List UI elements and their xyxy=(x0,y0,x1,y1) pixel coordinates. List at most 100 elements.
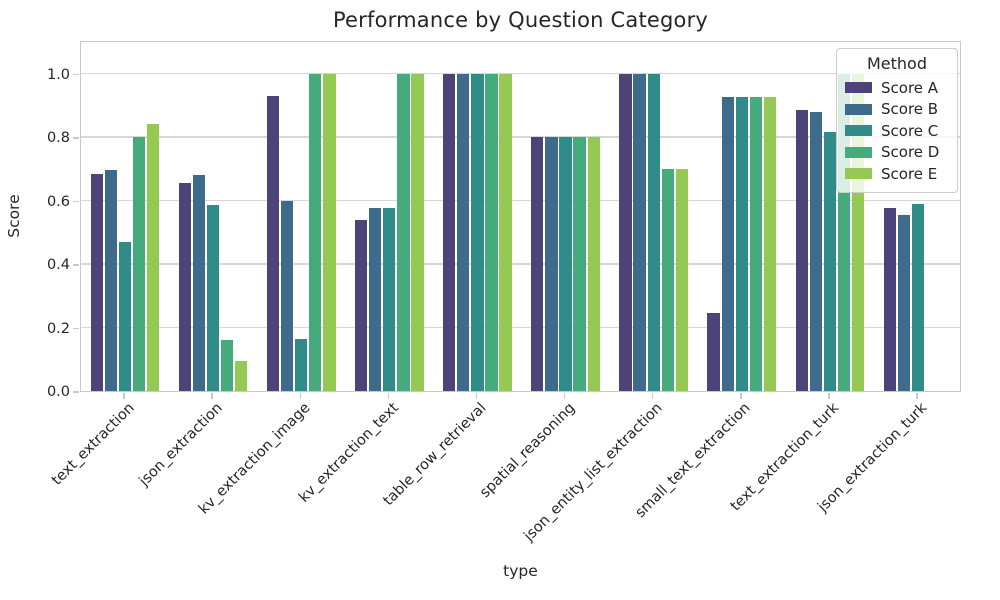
bar-json_extraction-score-e xyxy=(235,360,248,391)
gridline-y-0.8 xyxy=(81,136,960,138)
legend-swatch-icon xyxy=(845,168,872,180)
gridline-y-1.0 xyxy=(81,72,960,75)
bar-kv_extraction_text-score-b xyxy=(369,208,382,391)
bar-table_row_retrieval-score-b xyxy=(457,73,470,391)
bar-json_entity_list_extraction-score-b xyxy=(633,73,646,391)
bar-json_entity_list_extraction-score-c xyxy=(647,73,660,391)
xtick-mark xyxy=(916,393,918,399)
bar-spatial_reasoning-score-c xyxy=(559,137,572,391)
bar-table_row_retrieval-score-c xyxy=(471,73,484,391)
bar-json_extraction_turk-score-b xyxy=(897,214,910,391)
xtick-label-text: spatial_reasoning xyxy=(476,400,578,502)
ytick-label: 1.0 xyxy=(46,66,70,83)
bar-kv_extraction_image-score-c xyxy=(295,338,308,391)
gridline-y-0.2 xyxy=(81,326,960,329)
ytick-mark xyxy=(73,200,79,203)
legend-label: Score D xyxy=(881,143,940,162)
legend-label: Score A xyxy=(881,78,939,97)
xtick-label-text: kv_extraction_text xyxy=(295,400,402,506)
xtick-mark xyxy=(123,393,125,399)
gridline-y-0.6 xyxy=(81,199,960,202)
bar-json_extraction-score-b xyxy=(192,175,206,391)
legend-swatch-icon xyxy=(845,103,872,115)
ytick-label: 0.8 xyxy=(46,130,70,146)
legend-title: Method xyxy=(866,54,927,73)
bar-kv_extraction_text-score-a xyxy=(355,219,368,391)
ytick-mark xyxy=(73,73,79,76)
xtick-mark xyxy=(740,393,742,399)
bar-spatial_reasoning-score-d xyxy=(573,137,586,391)
legend-swatch-icon xyxy=(845,146,872,158)
legend-swatch-icon xyxy=(845,125,872,137)
legend-item-score-a: Score A xyxy=(845,77,949,99)
bar-small_text_extraction-score-a xyxy=(707,313,720,391)
gridline-y-0.4 xyxy=(81,263,960,265)
xtick-mark xyxy=(828,393,830,399)
xtick-mark xyxy=(387,393,390,399)
bar-table_row_retrieval-score-d xyxy=(485,73,498,391)
legend-swatch-icon xyxy=(845,82,872,94)
bar-json_extraction_turk-score-a xyxy=(883,208,896,391)
xtick-mark xyxy=(299,393,301,399)
bar-json_extraction-score-a xyxy=(178,183,192,391)
legend-item-score-b: Score B xyxy=(845,99,949,121)
chart-title: Performance by Question Category xyxy=(332,8,709,32)
xtick-label-text: table_row_retrieval xyxy=(380,400,490,510)
legend-item-score-e: Score E xyxy=(845,163,949,185)
legend-label: Score C xyxy=(881,121,939,140)
ytick-label: 0.6 xyxy=(46,193,70,210)
bar-text_extraction-score-b xyxy=(104,170,118,391)
xtick-mark xyxy=(563,393,566,399)
bar-text_extraction-score-e xyxy=(147,124,160,391)
bar-json_extraction-score-c xyxy=(207,205,220,391)
legend-label: Score B xyxy=(881,100,939,119)
bar-kv_extraction_image-score-b xyxy=(281,200,294,391)
bar-json_entity_list_extraction-score-e xyxy=(675,168,688,391)
ytick-label: 0.4 xyxy=(46,257,70,273)
legend-items: Score A Score B Score C Score D Score E xyxy=(845,77,949,185)
bar-spatial_reasoning-score-a xyxy=(531,137,544,391)
bar-table_row_retrieval-score-e xyxy=(499,73,512,391)
xtick-label-text: json_entity_list_extraction xyxy=(521,400,666,545)
bar-small_text_extraction-score-d xyxy=(749,97,762,391)
legend-item-score-c: Score C xyxy=(845,120,949,142)
bar-small_text_extraction-score-c xyxy=(735,97,748,391)
legend-label: Score E xyxy=(881,164,938,183)
bar-spatial_reasoning-score-e xyxy=(587,137,600,391)
ytick-mark xyxy=(73,327,79,330)
xtick-mark xyxy=(211,393,213,399)
bar-small_text_extraction-score-b xyxy=(721,97,734,391)
xtick-label-text: text_extraction xyxy=(48,400,138,489)
bar-table_row_retrieval-score-a xyxy=(443,73,456,391)
bar-kv_extraction_text-score-d xyxy=(397,73,410,391)
xtick-mark xyxy=(475,393,478,399)
bar-text_extraction_turk-score-a xyxy=(795,110,808,391)
ytick-mark xyxy=(73,264,79,266)
legend-item-score-d: Score D xyxy=(845,142,949,164)
ytick-mark xyxy=(73,137,79,139)
ytick-label: 0.0 xyxy=(46,384,70,400)
bar-spatial_reasoning-score-b xyxy=(545,137,558,391)
bar-text_extraction-score-c xyxy=(118,241,132,391)
legend: Method Score A Score B Score C Score D Score… xyxy=(836,48,958,193)
xtick-mark xyxy=(651,393,654,399)
bar-text_extraction_turk-score-c xyxy=(823,132,836,391)
x-axis-label: type xyxy=(503,562,538,580)
bar-text_extraction-score-d xyxy=(132,137,146,391)
bar-kv_extraction_text-score-c xyxy=(383,208,396,391)
ytick-mark xyxy=(73,391,79,393)
bar-kv_extraction_image-score-d xyxy=(309,73,322,391)
bar-text_extraction_turk-score-b xyxy=(809,111,822,391)
bar-kv_extraction_image-score-a xyxy=(266,95,280,391)
bar-kv_extraction_image-score-e xyxy=(323,73,336,391)
plot-area: Method Score A Score B Score C Score D Score… xyxy=(80,41,961,392)
bar-kv_extraction_text-score-e xyxy=(411,73,424,391)
bar-json_extraction-score-d xyxy=(221,340,234,391)
xtick-label-text: json_extraction xyxy=(136,400,226,490)
bar-text_extraction-score-a xyxy=(90,173,103,391)
bar-json_entity_list_extraction-score-a xyxy=(619,73,632,391)
bar-small_text_extraction-score-e xyxy=(763,97,777,391)
bar-json_entity_list_extraction-score-d xyxy=(661,168,674,391)
bar-json_extraction_turk-score-c xyxy=(911,203,925,391)
